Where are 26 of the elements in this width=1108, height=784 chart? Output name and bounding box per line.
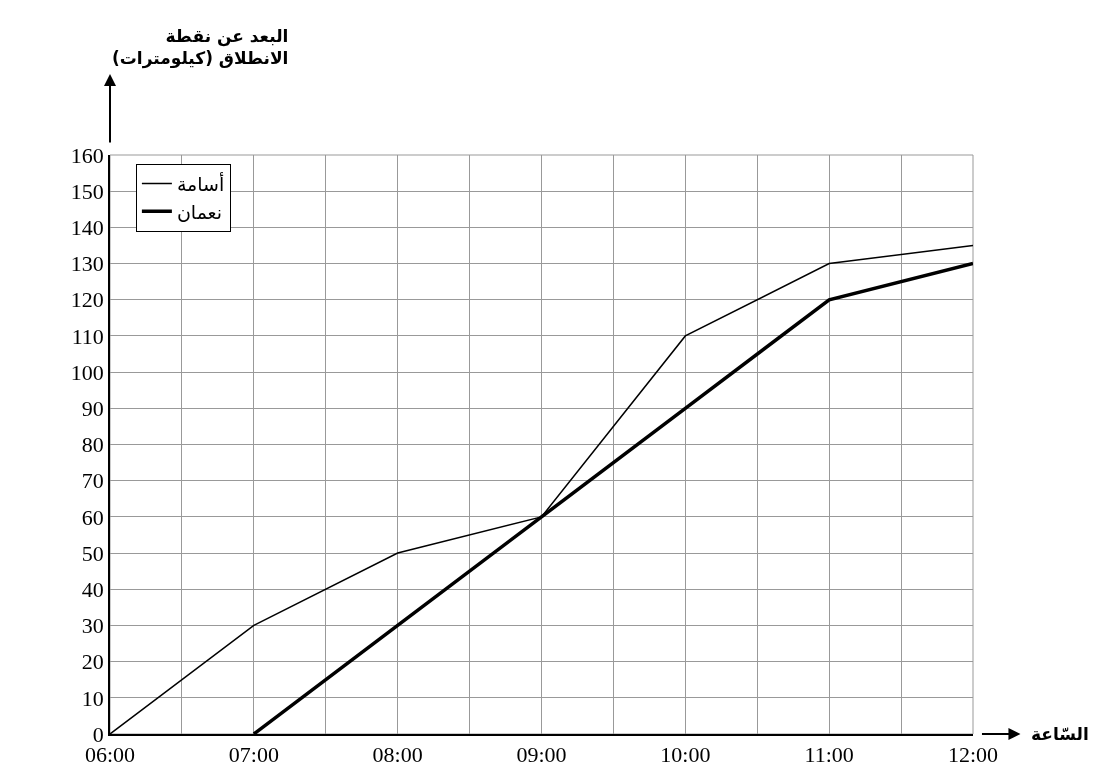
y-tick-label: 30: [81, 613, 104, 639]
y-tick-label: 110: [71, 323, 104, 349]
x-tick-label: 12:00: [947, 742, 999, 768]
y-tick-label: 140: [70, 215, 104, 241]
y-tick-label: 100: [70, 359, 104, 385]
y-tick-label: 40: [81, 576, 104, 602]
x-tick-label: 11:00: [804, 742, 854, 768]
y-axis-title: البعد عن نقطة الانطلاق (كيلومترات): [112, 26, 289, 70]
y-tick-label: 90: [81, 396, 104, 422]
y-tick-label: 60: [81, 504, 104, 530]
legend-label: أسامة: [176, 171, 225, 195]
y-tick-label: 120: [70, 287, 104, 313]
y-tick-label: 130: [70, 251, 104, 277]
y-tick-label: 20: [81, 649, 104, 675]
y-tick-label: 80: [81, 432, 104, 458]
y-tick-label: 10: [81, 685, 104, 711]
y-tick-label: 70: [81, 468, 104, 494]
x-axis-title: السّاعة: [1031, 724, 1089, 744]
y-tick-label: 150: [70, 178, 104, 204]
legend-label: نعمان: [176, 200, 223, 223]
y-tick-label: 50: [81, 540, 104, 566]
x-tick-label: 07:00: [228, 742, 279, 768]
x-tick-label: 10:00: [660, 742, 711, 768]
y-tick-label: 160: [70, 142, 104, 168]
x-tick-label: 08:00: [372, 742, 423, 768]
x-tick-label: 09:00: [516, 742, 567, 768]
